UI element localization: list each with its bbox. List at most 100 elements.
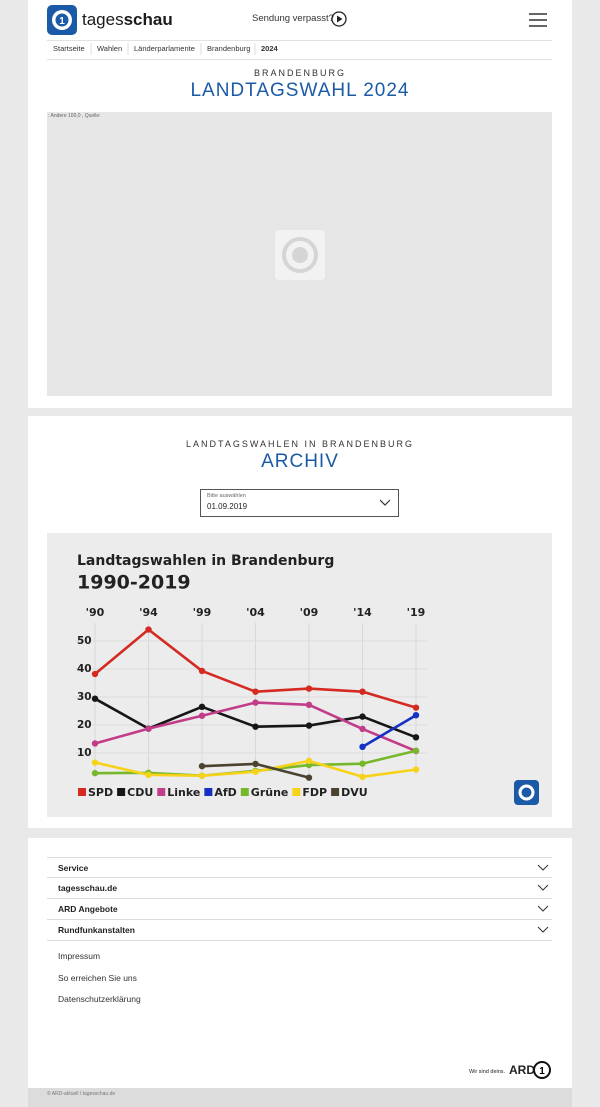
footer-bar [28, 1088, 572, 1107]
select-label: Bitte auswählen [207, 493, 246, 499]
accordion[interactable]: ARD Angebote [47, 898, 552, 919]
breadcrumb[interactable]: Startseite [53, 44, 85, 53]
copyright: © ARD-aktuell / tagesschau.de [47, 1091, 116, 1097]
chevron [537, 905, 549, 912]
accordion-label: tagesschau.de [58, 883, 118, 893]
logo-text[interactable]: tagesschau [82, 10, 173, 30]
legend-swatch [117, 788, 126, 796]
chevron [537, 926, 549, 933]
data-point [198, 762, 206, 770]
legend-swatch [78, 788, 86, 796]
y-tick-label: 30 [77, 691, 92, 703]
x-tick-label: '90 [86, 606, 105, 619]
data-point [305, 701, 313, 709]
data-point [412, 747, 420, 754]
chevron [537, 884, 549, 891]
legend-label: Linke [167, 786, 200, 799]
logo-suffix: schau [123, 10, 173, 29]
x-tick-label: '09 [300, 606, 319, 619]
legend-label: DVU [341, 786, 368, 799]
data-point [412, 734, 420, 741]
data-point [359, 760, 366, 767]
data-point [412, 766, 420, 773]
section-title: LANDTAGSWAHL 2024 [190, 80, 410, 101]
breadcrumb: 2024 [261, 44, 278, 53]
legend-label: FDP [302, 786, 327, 799]
x-tick-label: '04 [246, 606, 265, 619]
breadcrumb[interactable]: Brandenburg [207, 44, 251, 53]
data-point [91, 759, 99, 766]
claim: Wir sind deins. [469, 1069, 506, 1075]
data-point [145, 725, 152, 732]
legend-label: SPD [88, 786, 113, 799]
accordion-label: Rundfunkanstalten [58, 925, 135, 935]
kicker: LANDTAGSWAHLEN IN BRANDENBURG [185, 439, 415, 449]
data-point [91, 769, 99, 777]
data-point [359, 773, 366, 780]
data-point [252, 688, 259, 695]
y-tick-label: 50 [77, 635, 92, 647]
ard-badge [514, 780, 539, 805]
year-select[interactable]: Bitte auswählen 01.09.2019 [200, 489, 399, 517]
breadcrumb-separators [90, 43, 256, 55]
data-point [305, 722, 313, 729]
data-point [305, 774, 313, 781]
select-chevron [379, 499, 391, 506]
y-tick-label: 10 [77, 747, 92, 759]
data-point [91, 695, 99, 702]
data-point [198, 703, 206, 710]
missed-link[interactable]: Sendung verpasst? [252, 13, 334, 24]
data-point [305, 685, 313, 692]
svg-text:1: 1 [539, 1066, 545, 1077]
data-point [359, 688, 366, 695]
placeholder-icon [275, 230, 325, 280]
legend-label: AfD [214, 786, 236, 799]
x-tick-label: '94 [139, 606, 158, 619]
accordion-label: ARD Angebote [58, 904, 118, 914]
select-value: 01.09.2019 [207, 502, 248, 511]
series-line [361, 714, 417, 748]
data-point [198, 667, 206, 675]
breadcrumb[interactable]: Wahlen [97, 44, 123, 53]
footer-link[interactable]: Datenschutzerklärung [58, 994, 141, 1004]
accordion-label: Service [58, 863, 89, 873]
data-point [91, 740, 99, 747]
legend-swatch [204, 788, 213, 796]
x-tick-label: '14 [353, 606, 372, 619]
logo-icon[interactable]: 1 [47, 5, 77, 35]
image-alt: : Andere 100,0 , Quelle: [48, 113, 101, 119]
accordion[interactable]: tagesschau.de [47, 877, 552, 898]
ard-brand[interactable]: ARD [509, 1063, 535, 1077]
legend-swatch [292, 788, 301, 796]
kicker: BRANDENBURG [253, 68, 346, 78]
chart: Landtagswahlen in Brandenburg 1990-2019 … [47, 533, 552, 817]
y-tick-label: 20 [77, 719, 92, 731]
footer-link[interactable]: Impressum [58, 951, 101, 961]
legend-swatch [331, 788, 340, 796]
data-point [252, 699, 259, 706]
chevron [537, 864, 549, 871]
data-point [252, 768, 259, 775]
breadcrumb-bar [47, 40, 552, 60]
chart-title: Landtagswahlen in Brandenburg [77, 553, 334, 569]
data-point [145, 771, 152, 779]
play-icon[interactable] [331, 11, 347, 27]
data-point [359, 713, 366, 720]
data-point [305, 757, 313, 765]
data-point [412, 704, 420, 711]
breadcrumb[interactable]: Länderparlamente [134, 44, 195, 53]
x-tick-label: '99 [193, 606, 212, 619]
legend-swatch [240, 788, 249, 796]
footer-link[interactable]: So erreichen Sie uns [58, 973, 137, 983]
data-point [198, 712, 206, 719]
data-point [412, 712, 420, 719]
accordion[interactable]: Service [47, 857, 552, 878]
legend-label: CDU [127, 786, 153, 799]
menu-button[interactable] [528, 12, 548, 28]
section-title: ARCHIV [261, 451, 339, 472]
accordion[interactable]: Rundfunkanstalten [47, 919, 552, 941]
data-point [198, 772, 206, 779]
logo-prefix: tages [82, 10, 124, 29]
data-point [145, 626, 152, 633]
